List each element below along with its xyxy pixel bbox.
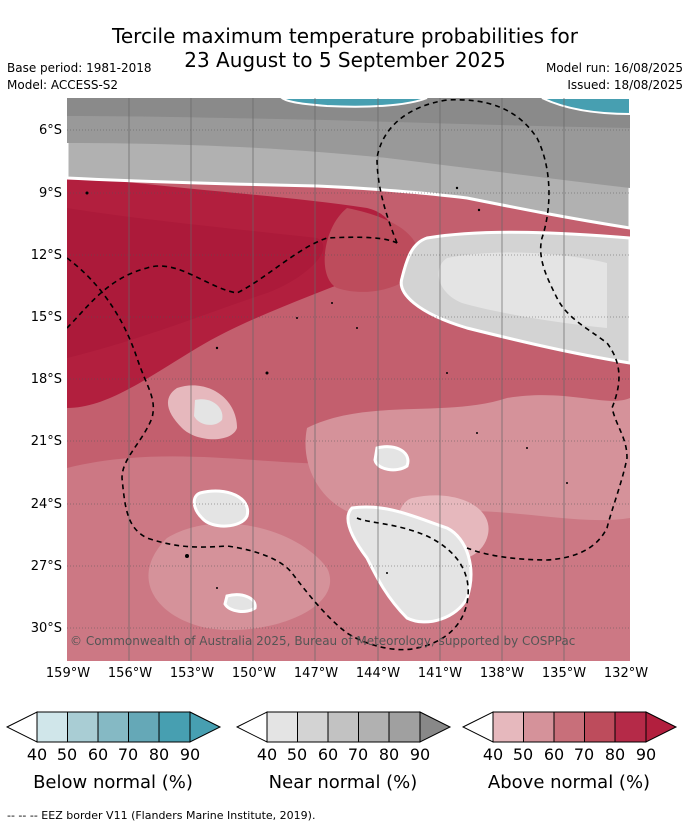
near-normal-pocket-24s	[192, 489, 250, 528]
near-tick-50: 50	[286, 745, 308, 764]
islands	[85, 186, 568, 589]
below-tick-40: 40	[26, 745, 48, 764]
lon-label-132w: 132°W	[603, 666, 649, 681]
above-normal-50-region-southwest	[148, 523, 331, 630]
lat-label-15s: 15°S	[30, 310, 62, 325]
eez-footnote: -- -- -- EEZ border V11 (Flanders Marine…	[7, 809, 316, 822]
base-period: Base period: 1981-2018	[7, 61, 152, 75]
lon-label-159w: 159°W	[45, 666, 91, 681]
near-tick-90: 90	[409, 745, 431, 764]
below-normal-region-north-center	[280, 98, 428, 108]
lat-label-27s: 27°S	[30, 559, 62, 574]
map-title-line1: Tercile maximum temperature probabilitie…	[112, 24, 578, 48]
near-normal-pocket-18s	[194, 399, 223, 425]
lon-label-138w: 138°W	[479, 666, 525, 681]
map-title-line2: 23 August to 5 September 2025	[184, 48, 506, 72]
lat-label-12s: 12°S	[30, 248, 62, 263]
near-tick-80: 80	[378, 745, 400, 764]
graticule	[67, 129, 630, 629]
lat-label-24s: 24°S	[30, 497, 62, 512]
below-tick-70: 70	[117, 745, 139, 764]
near-tick-70: 70	[347, 745, 369, 764]
colorbar-near-normal	[236, 711, 452, 743]
copyright-notice: © Commonwealth of Australia 2025, Bureau…	[70, 634, 576, 648]
lat-label-9s: 9°S	[38, 186, 62, 201]
below-tick-50: 50	[56, 745, 78, 764]
above-tick-40: 40	[482, 745, 504, 764]
near-normal-title: Near normal (%)	[268, 772, 418, 793]
colorbar-above-normal	[462, 711, 678, 743]
lon-label-150w: 150°W	[231, 666, 277, 681]
below-tick-80: 80	[148, 745, 170, 764]
near-normal-90-band	[67, 98, 630, 128]
lat-label-6s: 6°S	[38, 123, 62, 138]
above-normal-80-region	[324, 208, 419, 292]
colorbar-below-normal	[6, 711, 222, 743]
below-normal-title: Below normal (%)	[33, 772, 193, 793]
eez-border	[67, 98, 628, 651]
lon-label-144w: 144°W	[355, 666, 401, 681]
probability-map: © Commonwealth of Australia 2025, Bureau…	[67, 98, 630, 661]
near-tick-40: 40	[256, 745, 278, 764]
near-normal-pocket-29s	[223, 593, 257, 613]
above-tick-50: 50	[512, 745, 534, 764]
model-name: Model: ACCESS-S2	[7, 78, 119, 92]
lat-label-21s: 21°S	[30, 434, 62, 449]
near-normal-core-east	[438, 252, 607, 328]
below-tick-60: 60	[87, 745, 109, 764]
above-tick-70: 70	[573, 745, 595, 764]
above-tick-80: 80	[604, 745, 626, 764]
lon-label-153w: 153°W	[169, 666, 215, 681]
above-tick-90: 90	[635, 745, 657, 764]
meridians	[128, 98, 565, 661]
map-canvas	[67, 98, 630, 661]
near-normal-pocket-22s	[373, 445, 410, 472]
lat-label-18s: 18°S	[30, 372, 62, 387]
above-normal-50-region-east	[305, 395, 630, 521]
below-tick-90: 90	[179, 745, 201, 764]
lat-label-30s: 30°S	[30, 621, 62, 636]
above-normal-title: Above normal (%)	[487, 772, 651, 793]
lon-label-135w: 135°W	[541, 666, 587, 681]
above-tick-60: 60	[543, 745, 565, 764]
lon-label-141w: 141°W	[417, 666, 463, 681]
lon-label-156w: 156°W	[107, 666, 153, 681]
near-tick-60: 60	[317, 745, 339, 764]
above-normal-90-core	[67, 208, 324, 358]
model-run: Model run: 16/08/2025	[545, 61, 683, 75]
lon-label-147w: 147°W	[293, 666, 339, 681]
issued-date: Issued: 18/08/2025	[567, 78, 683, 92]
